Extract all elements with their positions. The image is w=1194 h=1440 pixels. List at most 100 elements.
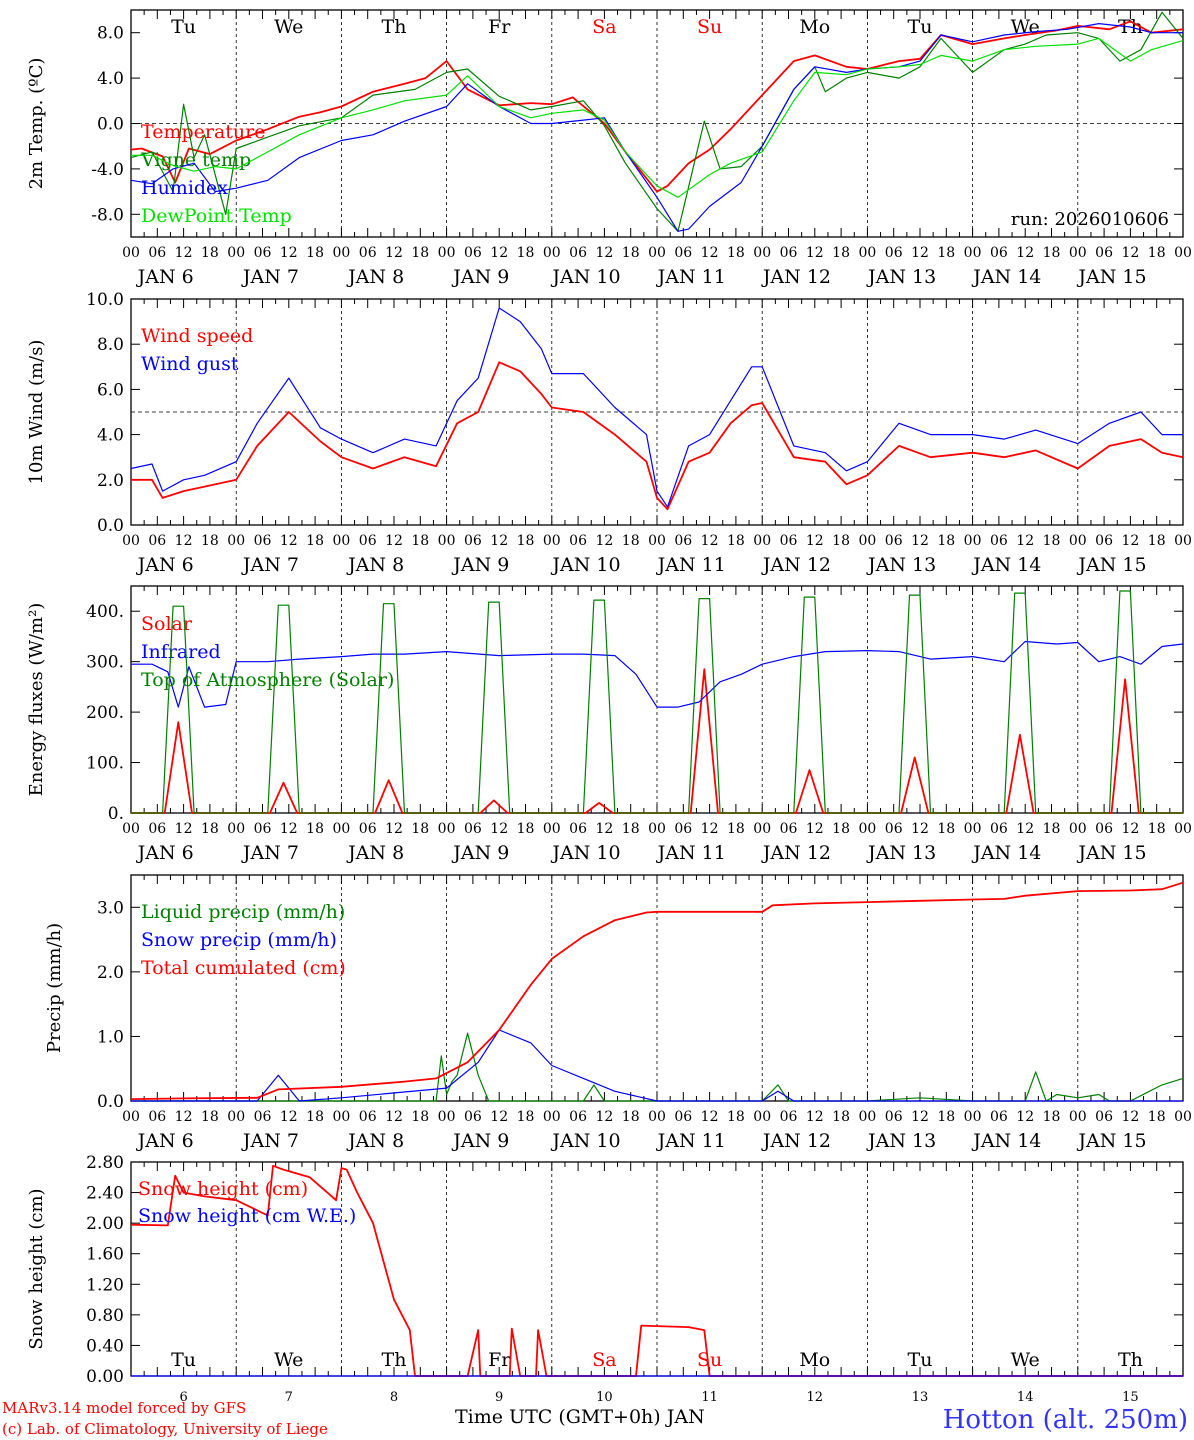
hour-label: 18 (517, 533, 535, 549)
weekday-label: Sa (592, 1349, 616, 1371)
hour-label: 18 (727, 245, 745, 261)
hour-label: 00 (753, 821, 771, 837)
day-label: JAN 9 (451, 842, 509, 864)
x-axis-label: Time UTC (GMT+0h) JAN (455, 1406, 705, 1428)
hour-label: 00 (543, 533, 561, 549)
y-tick-label: 0.0 (97, 1092, 124, 1112)
legend-entry: Liquid precip (mm/h) (141, 901, 345, 923)
hour-label: 00 (1174, 1109, 1192, 1125)
series-line-temp-2 (130, 23, 1183, 232)
legend-entry: Solar (141, 613, 193, 635)
hour-label: 12 (806, 533, 824, 549)
hour-label: 12 (280, 245, 298, 261)
y-axis-label: 10m Wind (m/s) (26, 340, 47, 485)
y-tick-label: 2.0 (97, 963, 124, 983)
hour-label: 06 (254, 821, 272, 837)
y-tick-label: 8.0 (97, 335, 124, 355)
y-tick-label: 0.80 (86, 1306, 124, 1326)
hour-label: 00 (964, 533, 982, 549)
day-label: JAN 7 (241, 1130, 299, 1152)
hour-label: 18 (1043, 245, 1061, 261)
hour-label: 12 (1016, 1109, 1034, 1125)
series-line-energy-1 (131, 640, 1184, 708)
y-tick-label: 0. (108, 804, 124, 824)
day-number-label: 6 (179, 1390, 187, 1405)
hour-label: 06 (990, 533, 1008, 549)
y-tick-label: 1.0 (97, 1027, 124, 1047)
day-label: JAN 8 (346, 1130, 404, 1152)
hour-label: 06 (885, 245, 903, 261)
hour-label: 06 (674, 1109, 692, 1125)
hour-label: 06 (1095, 533, 1113, 549)
y-tick-label: 300. (86, 653, 124, 673)
hour-label: 12 (490, 245, 508, 261)
hour-label: 00 (332, 245, 350, 261)
hour-label: 00 (648, 533, 666, 549)
weekday-label: We (1011, 1349, 1040, 1371)
hour-label: 06 (1095, 1109, 1113, 1125)
legend-entry: Snow height (cm) (138, 1178, 308, 1200)
hour-label: 06 (569, 245, 587, 261)
hour-label: 18 (727, 1109, 745, 1125)
hour-label: 18 (517, 245, 535, 261)
day-label: JAN 12 (761, 842, 831, 864)
legend-entry: Total cumulated (cm) (141, 957, 346, 979)
legend-entry: Infrared (141, 641, 221, 663)
day-label: JAN 9 (451, 554, 509, 576)
y-tick-label: 4.0 (97, 426, 124, 446)
hour-label: 12 (701, 245, 719, 261)
hour-label: 06 (464, 1109, 482, 1125)
weekday-label: Su (697, 1349, 722, 1371)
hour-label: 18 (832, 821, 850, 837)
y-tick-label: 1.20 (86, 1275, 124, 1295)
hour-label: 00 (648, 1109, 666, 1125)
day-label: JAN 6 (136, 1130, 194, 1152)
hour-label: 18 (937, 1109, 955, 1125)
series-line-precip-0 (131, 1032, 1184, 1102)
hour-label: 06 (148, 821, 166, 837)
weekday-label: Th (382, 16, 407, 38)
y-tick-label: 0.0 (97, 516, 124, 536)
hour-label: 00 (543, 245, 561, 261)
y-axis-label: Energy fluxes (W/m²) (26, 603, 47, 797)
day-label: JAN 8 (346, 842, 404, 864)
hour-label: 06 (148, 1109, 166, 1125)
hour-label: 00 (227, 245, 245, 261)
weekday-label: Tu (908, 1349, 933, 1371)
day-label: JAN 12 (761, 1130, 831, 1152)
hour-label: 12 (1121, 533, 1139, 549)
legend-entry: Humidex (141, 177, 228, 199)
hour-label: 06 (464, 533, 482, 549)
hour-label: 18 (306, 1109, 324, 1125)
hour-label: 00 (858, 821, 876, 837)
day-label: JAN 10 (550, 266, 620, 288)
hour-label: 06 (1095, 821, 1113, 837)
weekday-label: Fr (488, 1349, 511, 1371)
y-tick-label: 10.0 (86, 290, 124, 310)
hour-label: 06 (780, 1109, 798, 1125)
y-tick-label: -4.0 (91, 160, 124, 180)
hour-label: 18 (201, 821, 219, 837)
hour-label: 00 (332, 821, 350, 837)
panel-temp: -8.0 -4.0 0.0 4.0 8.0 2m Temp. (ºC) Tu We Th Fr Sa… (26, 9, 1192, 288)
hour-label: 12 (385, 533, 403, 549)
hour-label: 12 (701, 821, 719, 837)
y-tick-label: 200. (86, 703, 124, 723)
hour-label: 18 (306, 821, 324, 837)
y-tick-label: 0.40 (86, 1336, 124, 1356)
y-tick-label: 2.80 (86, 1153, 124, 1173)
hour-label: 18 (622, 533, 640, 549)
hour-label: 06 (464, 821, 482, 837)
day-label: JAN 15 (1076, 842, 1146, 864)
y-tick-label: 3.0 (97, 898, 124, 918)
hour-label: 00 (227, 821, 245, 837)
hour-label: 18 (1148, 533, 1166, 549)
hour-label: 12 (490, 1109, 508, 1125)
weekday-label: Tu (171, 16, 196, 38)
series-line-precip-1 (131, 1029, 1183, 1102)
hour-label: 12 (1121, 245, 1139, 261)
day-label: JAN 9 (451, 1130, 509, 1152)
hour-label: 12 (175, 821, 193, 837)
day-label: JAN 13 (866, 842, 936, 864)
hour-label: 18 (622, 1109, 640, 1125)
